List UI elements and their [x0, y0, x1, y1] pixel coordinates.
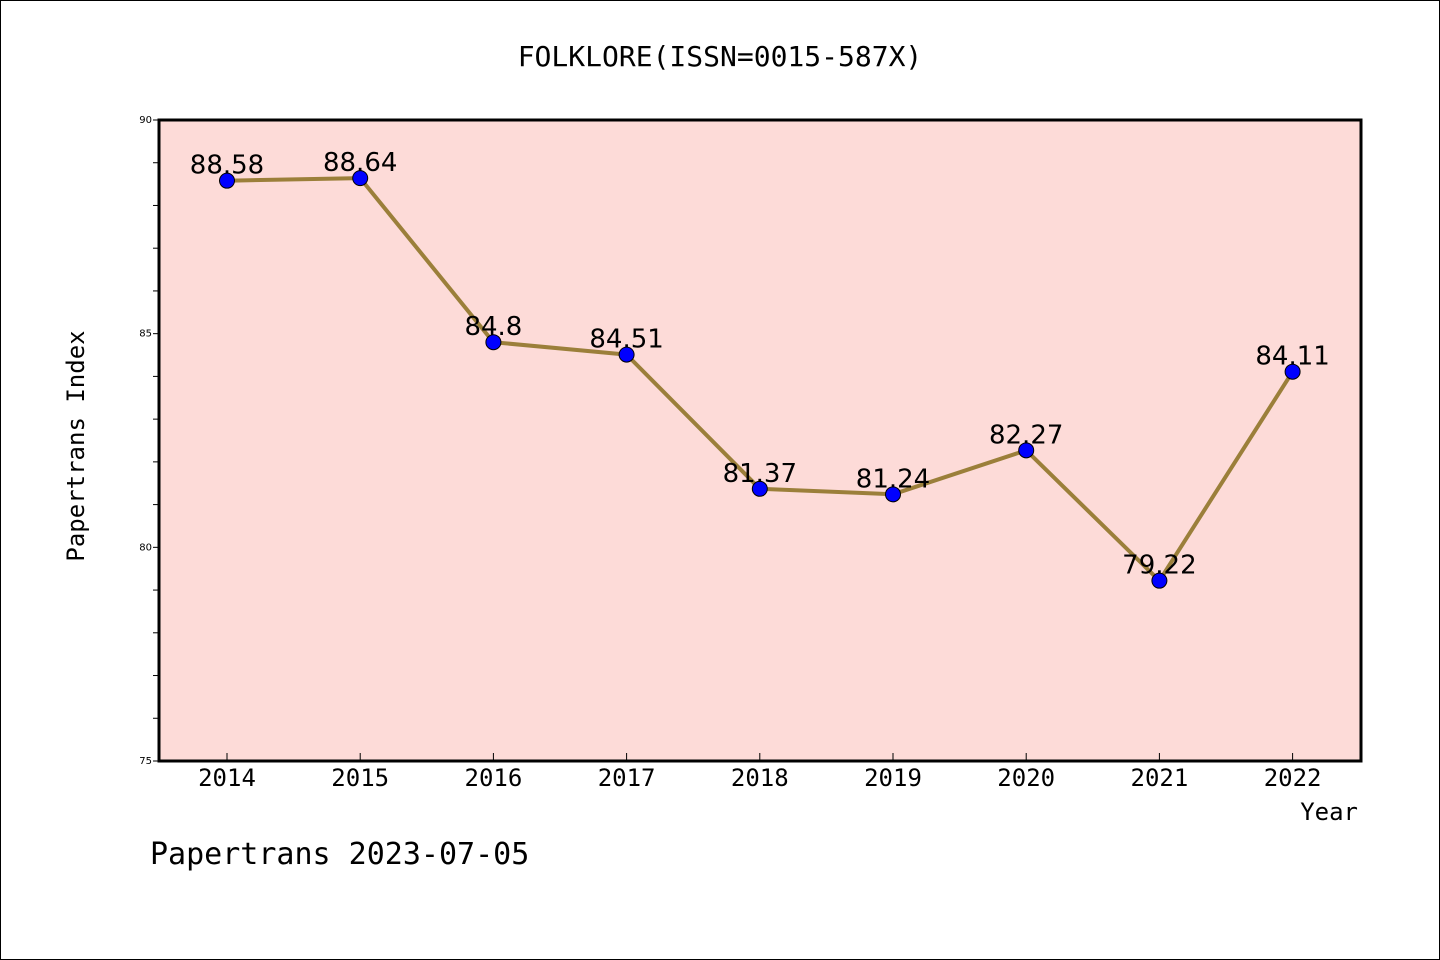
y-tick-label: 75: [139, 756, 152, 767]
data-point-2019: [885, 486, 901, 503]
data-point-2016: [485, 334, 502, 351]
data-point-2015: [352, 170, 369, 187]
x-axis: 2014 2015 2016 2017 2018 2019 2020 2021 2022: [198, 753, 1321, 792]
data-point-2022: [1284, 363, 1301, 380]
data-point-2017: [618, 346, 635, 363]
x-tick-label: 2017: [598, 764, 656, 792]
marker-layer: [219, 170, 1301, 589]
x-tick-label: 2016: [465, 764, 523, 792]
y-tick-label: 80: [139, 542, 152, 553]
data-label-2021: 79.22: [1122, 551, 1196, 581]
data-label-2016: 84.8: [464, 312, 522, 342]
y-tick-label: 85: [139, 329, 152, 340]
data-point-2020: [1018, 442, 1035, 459]
data-label-2020: 82.27: [989, 420, 1063, 450]
data-point-2021: [1151, 572, 1168, 589]
data-point-2014: [219, 172, 235, 189]
y-axis-title: Papertrans Index: [62, 330, 90, 561]
x-tick-label: 2020: [997, 764, 1055, 792]
data-label-2019: 81.24: [856, 464, 930, 494]
data-label-layer: 88.58 88.64 84.8 84.51 81.37 81.24 82.27 79.22 8…: [190, 148, 1330, 581]
footer-text: Papertrans 2023-07-05: [150, 837, 529, 872]
x-tick-label: 2019: [864, 764, 922, 792]
data-label-2014: 88.58: [190, 151, 264, 181]
y-axis: 75 80 85 90: [139, 115, 159, 767]
plot-area: [157, 118, 1363, 763]
x-tick-label: 2018: [731, 764, 789, 792]
data-label-2015: 88.64: [323, 148, 397, 178]
x-axis-title: Year: [1300, 798, 1358, 826]
x-tick-label: 2022: [1264, 764, 1322, 792]
y-tick-label: 90: [139, 115, 152, 126]
x-tick-label: 2014: [198, 764, 256, 792]
data-point-2018: [751, 480, 768, 497]
data-label-2017: 84.51: [589, 325, 663, 355]
chart-title: FOLKLORE(ISSN=0015-587X): [518, 40, 923, 73]
data-label-2022: 84.11: [1255, 342, 1329, 372]
x-tick-label: 2015: [331, 764, 389, 792]
x-tick-label: 2021: [1131, 764, 1189, 792]
data-label-2018: 81.37: [723, 459, 797, 489]
